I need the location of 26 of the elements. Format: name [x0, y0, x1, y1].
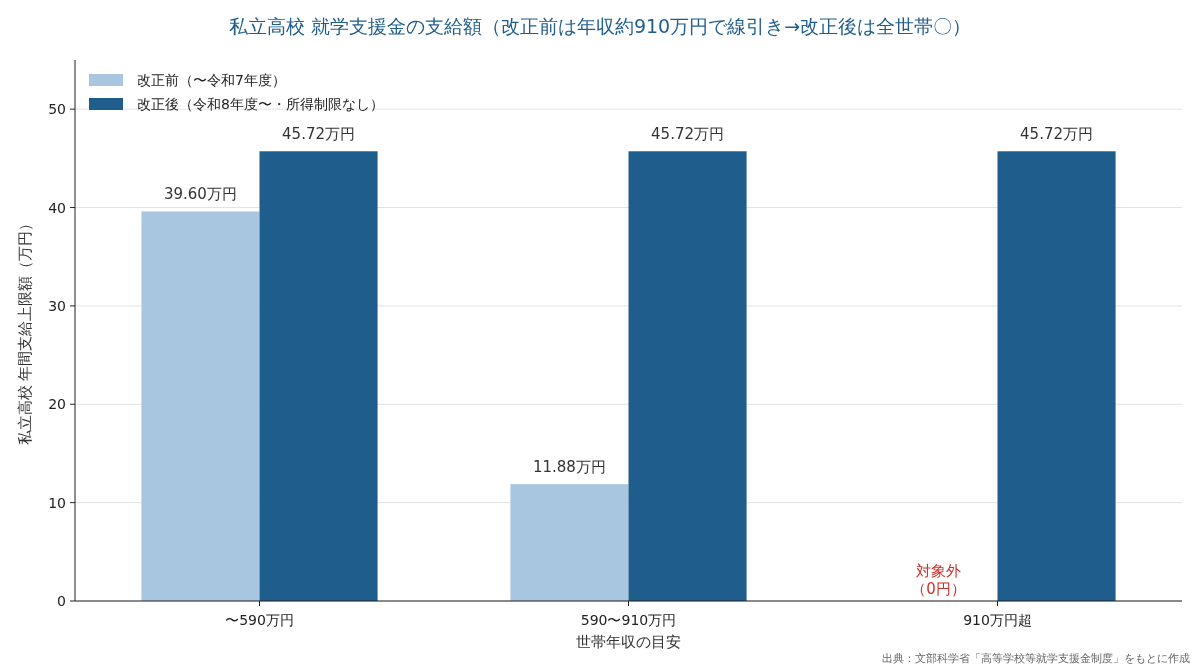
- data-label: 39.60万円: [163, 185, 237, 204]
- y-tick-label: 20: [48, 396, 66, 413]
- bar: [997, 151, 1116, 601]
- x-tick-label: 〜590万円: [225, 612, 294, 628]
- data-label: 45.72万円: [282, 125, 356, 144]
- legend-label: 改正後（令和8年度〜・所得制限なし）: [137, 96, 384, 112]
- data-label: 45.72万円: [1020, 125, 1094, 144]
- chart-title: 私立高校 就学支援金の支給額（改正前は年収約910万円で線引き→改正後は全世帯〇）: [228, 15, 972, 37]
- annotation: 対象外（0円）: [911, 562, 966, 598]
- y-tick-label: 10: [48, 494, 66, 511]
- y-tick-label: 50: [48, 101, 66, 118]
- y-axis-title: 私立高校 年間支給上限額（万円）: [16, 215, 34, 446]
- bar: [141, 211, 260, 601]
- x-tick-label: 590〜910万円: [580, 612, 677, 628]
- y-tick-label: 30: [48, 297, 66, 314]
- legend-label: 改正前（〜令和7年度）: [137, 72, 286, 88]
- bar: [510, 484, 629, 601]
- data-label: 45.72万円: [651, 125, 725, 144]
- x-axis-title: 世帯年収の目安: [576, 633, 681, 651]
- data-label: 11.88万円: [532, 458, 606, 477]
- x-tick-label: 910万円超: [963, 612, 1032, 628]
- source-note: 出典：文部科学省「高等学校等就学支援金制度」をもとに作成: [882, 652, 1190, 665]
- y-tick-label: 40: [48, 199, 66, 216]
- bar: [628, 151, 747, 601]
- bar: [259, 151, 378, 601]
- y-tick-label: 0: [57, 593, 66, 609]
